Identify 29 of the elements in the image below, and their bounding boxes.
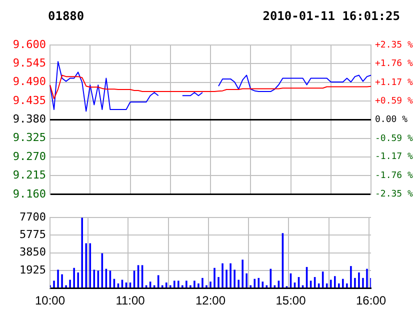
y-tick-label: 9.380 — [12, 112, 46, 126]
y2-tick-label: +1.76 % — [375, 59, 414, 70]
y2-tick-label: -0.59 % — [375, 134, 414, 144]
x-tick-label: 16:00 — [356, 294, 386, 308]
y-tick-label: 9.270 — [12, 150, 46, 163]
y-tick-label: 9.160 — [12, 187, 46, 200]
y2-tick-label: +1.17 % — [375, 78, 414, 88]
y2-tick-label: -1.17 % — [375, 152, 414, 162]
y-tick-label: 9.215 — [12, 168, 46, 182]
y2-tick-label: +0.59 % — [375, 96, 414, 106]
x-tick-label: 15:00 — [276, 294, 306, 308]
y-tick-label: 9.600 — [12, 38, 46, 51]
y-tick-label: 3850 — [20, 246, 46, 259]
y2-tick-label: +2.35 % — [375, 40, 414, 50]
x-tick-label: 10:00 — [34, 294, 66, 308]
x-tick-label: 11:00 — [116, 294, 146, 308]
x-tick-label: 12:00 — [195, 294, 226, 308]
chart-subtitle: 2010-01-11 16:01:25 — [262, 9, 400, 23]
y-tick-label: 5775 — [20, 228, 46, 242]
y-tick-label: 9.545 — [12, 56, 46, 70]
y-tick-label: 9.325 — [12, 131, 46, 144]
y-tick-label: 9.490 — [12, 75, 46, 88]
y2-tick-label: -1.76 % — [375, 170, 414, 181]
y2-tick-label: 0.00 % — [375, 115, 408, 126]
y-tick-label: 9.435 — [12, 94, 46, 107]
y-tick-label: 1925 — [20, 263, 46, 276]
y2-tick-label: -2.35 % — [375, 190, 414, 200]
chart-title: 01880 — [48, 9, 84, 23]
y-tick-label: 7700 — [20, 210, 46, 224]
